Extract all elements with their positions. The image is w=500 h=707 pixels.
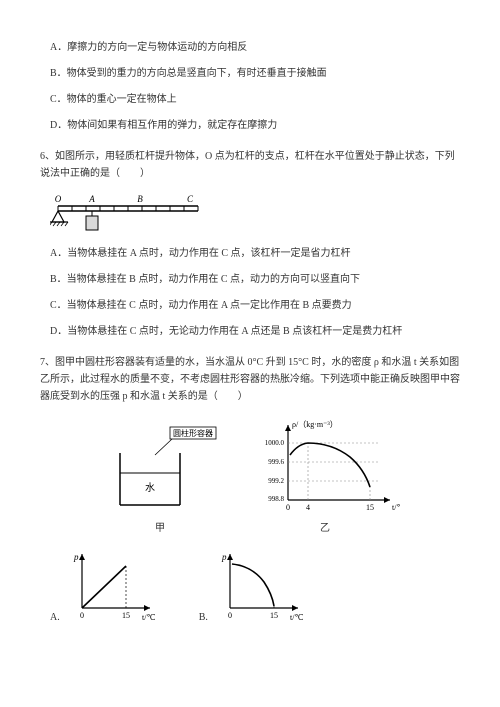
container-label: 圆柱形容器 [173, 428, 213, 438]
ytick2: 999.2 [268, 477, 284, 485]
optA-x0: 0 [80, 611, 84, 620]
water-label: 水 [145, 482, 155, 494]
q7-opt-a: A. p 0 15 t/℃ [50, 548, 159, 623]
q7-fig1: 圆柱形容器 水 甲 [100, 425, 220, 534]
optB-x0: 0 [228, 611, 232, 620]
fig2-ylabel: ρ/（kg·m⁻³） [292, 420, 338, 429]
q6-figure: O A B C [50, 192, 460, 236]
lever-label-A: A [88, 194, 95, 204]
q7-opt-b: B. p 0 15 t/℃ [199, 548, 307, 623]
q6-opt-d: D．当物体悬挂在 C 点时，无论动力作用在 A 点还是 B 点该杠杆一定是费力杠… [50, 324, 460, 340]
optB-xlabel: t/℃ [290, 613, 303, 622]
q7-stem: 7、图甲中圆柱形容器装有适量的水，当水温从 0°C 升到 15°C 时，水的密度… [40, 354, 460, 405]
ytick0: 1000.0 [265, 439, 285, 447]
xtick2: 15 [366, 503, 374, 512]
lever-label-B: B [137, 194, 143, 204]
q5-opt-c: C．物体的重心一定在物体上 [50, 92, 460, 108]
xtick1: 4 [306, 503, 310, 512]
optA-xlabel: t/℃ [142, 613, 155, 622]
lever-label-C: C [187, 194, 194, 204]
optB-label: B. [199, 612, 208, 623]
xtick0: 0 [286, 503, 290, 512]
q6-opt-b: B．当物体悬挂在 B 点时，动力作用在 C 点，动力的方向可以竖直向下 [50, 272, 460, 288]
q6-opt-c: C．当物体悬挂在 C 点时，动力作用在 A 点一定比作用在 B 点要费力 [50, 298, 460, 314]
q5-opt-d: D．物体间如果有相互作用的弹力，就定存在摩擦力 [50, 118, 460, 134]
q6-stem: 6、如图所示，用轻质杠杆提升物体，O 点为杠杆的支点，杠杆在水平位置处于静止状态… [40, 148, 460, 182]
optA-x1: 15 [122, 611, 130, 620]
q7-fig2: 1000.0 999.6 999.2 998.8 0 4 15 ρ/（kg·m⁻… [250, 415, 400, 534]
optA-ylabel: p [73, 552, 79, 562]
q6-opt-a: A．当物体悬挂在 A 点时，动力作用在 C 点，该杠杆一定是省力杠杆 [50, 246, 460, 262]
optB-x1: 15 [270, 611, 278, 620]
fig2-caption: 乙 [320, 519, 330, 534]
q5-opt-a: A．摩擦力的方向一定与物体运动的方向相反 [50, 40, 460, 56]
q5-opt-b: B．物体受到的重力的方向总是竖直向下，有时还垂直于接触面 [50, 66, 460, 82]
optB-ylabel: p [221, 552, 227, 562]
ytick3: 998.8 [268, 495, 284, 503]
fig1-caption: 甲 [155, 519, 165, 534]
lever-label-O: O [55, 194, 62, 204]
ytick1: 999.6 [268, 458, 284, 466]
optA-label: A. [50, 612, 60, 623]
fig2-xlabel: t/℃ [392, 503, 400, 512]
